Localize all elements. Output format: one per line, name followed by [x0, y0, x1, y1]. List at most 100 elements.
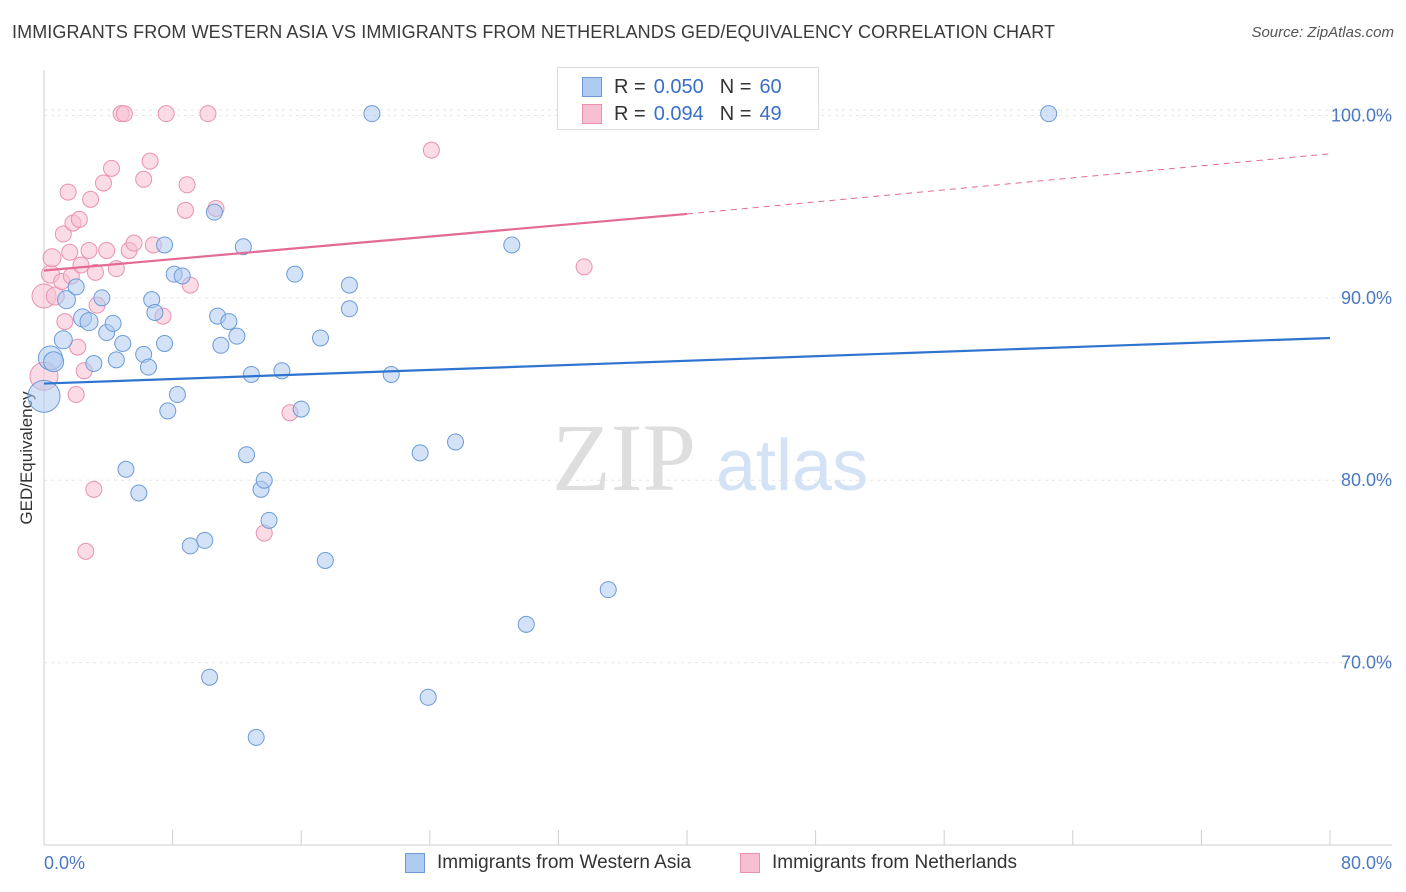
legend-label-western-asia: Immigrants from Western Asia: [437, 852, 692, 873]
data-point-netherlands: [178, 176, 196, 194]
data-point-netherlands: [103, 159, 121, 177]
data-point-netherlands: [176, 201, 194, 219]
trend-line-western-asia: [43, 336, 1331, 385]
data-point-netherlands: [67, 386, 85, 404]
data-point-netherlands: [199, 105, 217, 123]
data-point-netherlands: [72, 256, 90, 274]
data-point-western-asia: [212, 336, 230, 354]
legend-row-western-asia: R = 0.050 N = 60: [582, 74, 782, 100]
y-tick-labels: 70.0% 80.0% 90.0% 100.0%: [1331, 105, 1392, 672]
data-point-western-asia: [316, 551, 334, 569]
data-point-western-asia: [340, 300, 358, 318]
data-point-western-asia: [599, 581, 617, 599]
data-point-western-asia: [447, 433, 465, 451]
data-point-western-asia: [130, 484, 148, 502]
data-point-western-asia: [311, 329, 329, 347]
legend-n-value-pink: 49: [759, 102, 782, 125]
data-point-netherlands: [98, 241, 116, 259]
series-legend: Immigrants from Western Asia Immigrants …: [0, 852, 1406, 878]
data-point-western-asia: [85, 355, 103, 373]
data-point-western-asia: [27, 379, 61, 413]
source-label: Source: ZipAtlas.com: [1251, 24, 1394, 41]
watermark-atlas: atlas: [716, 426, 868, 506]
chart-title: IMMIGRANTS FROM WESTERN ASIA VS IMMIGRAN…: [12, 22, 1056, 42]
x-ticks: [43, 830, 1331, 845]
watermark-zip: ZIP: [552, 404, 696, 511]
data-point-western-asia: [242, 365, 260, 383]
data-point-western-asia: [1040, 105, 1058, 123]
data-point-western-asia: [93, 289, 111, 307]
data-point-western-asia: [517, 615, 535, 633]
data-point-western-asia: [173, 267, 191, 285]
trend-line-netherlands-extension: [686, 153, 1331, 215]
data-point-western-asia: [156, 334, 174, 352]
legend-item-netherlands[interactable]: Immigrants from Netherlands: [740, 852, 1017, 874]
data-point-western-asia: [228, 327, 246, 345]
data-point-netherlands: [135, 170, 153, 188]
data-point-western-asia: [363, 105, 381, 123]
legend-swatch-western-asia: [405, 853, 425, 873]
trend-line-netherlands: [43, 212, 688, 272]
series-western-asia-points: [27, 105, 1058, 746]
data-point-netherlands: [61, 243, 79, 261]
y-tick-label: 70.0%: [1341, 653, 1392, 673]
axes: [43, 70, 1392, 846]
data-point-netherlands: [141, 152, 159, 170]
data-point-western-asia: [67, 278, 85, 296]
legend-row-netherlands: R = 0.094 N = 49: [582, 101, 782, 127]
data-point-western-asia: [114, 334, 132, 352]
data-point-netherlands: [54, 225, 72, 243]
data-point-netherlands: [94, 174, 112, 192]
data-point-western-asia: [139, 358, 157, 376]
data-point-western-asia: [220, 313, 238, 331]
data-point-western-asia: [196, 531, 214, 549]
data-point-western-asia: [201, 668, 219, 686]
data-point-western-asia: [255, 471, 273, 489]
legend-r-value-pink: 0.094: [653, 102, 704, 125]
legend-n-value-blue: 60: [759, 75, 782, 98]
data-point-netherlands: [77, 542, 95, 560]
x-tick-label-min: 0.0%: [44, 853, 85, 873]
watermark: ZIP atlas: [552, 404, 868, 511]
data-point-western-asia: [503, 236, 521, 254]
data-point-western-asia: [238, 446, 256, 464]
data-point-netherlands: [85, 480, 103, 498]
data-point-netherlands: [86, 263, 104, 281]
data-point-netherlands: [70, 210, 88, 228]
data-point-western-asia: [107, 351, 125, 369]
data-point-netherlands: [125, 234, 143, 252]
legend-swatch-blue: [582, 77, 602, 97]
gridlines: [44, 109, 1392, 664]
trend-lines: [43, 153, 1331, 385]
y-tick-label: 100.0%: [1331, 105, 1392, 125]
data-point-netherlands: [59, 183, 77, 201]
data-point-western-asia: [146, 303, 164, 321]
data-point-western-asia: [181, 537, 199, 555]
data-point-western-asia: [260, 511, 278, 529]
data-point-netherlands: [82, 190, 100, 208]
data-point-netherlands: [69, 338, 87, 356]
data-point-western-asia: [79, 312, 99, 332]
data-point-western-asia: [57, 290, 77, 310]
data-point-western-asia: [292, 400, 310, 418]
data-point-netherlands: [115, 105, 133, 123]
data-point-western-asia: [117, 460, 135, 478]
data-point-netherlands: [42, 248, 62, 268]
data-point-western-asia: [104, 314, 122, 332]
data-point-western-asia: [340, 276, 358, 294]
data-point-western-asia: [156, 236, 174, 254]
correlation-legend: R = 0.050 N = 60 R = 0.094 N = 49: [557, 67, 819, 130]
legend-r-value-blue: 0.050: [653, 75, 704, 98]
data-point-western-asia: [247, 728, 265, 746]
data-point-netherlands: [56, 313, 74, 331]
x-tick-label-max: 80.0%: [1341, 853, 1392, 873]
data-point-netherlands: [422, 141, 440, 159]
y-tick-label: 90.0%: [1341, 288, 1392, 308]
data-point-western-asia: [159, 402, 177, 420]
data-point-western-asia: [234, 238, 252, 256]
data-point-netherlands: [575, 258, 593, 276]
legend-item-western-asia[interactable]: Immigrants from Western Asia: [405, 852, 691, 874]
y-axis-label: GED/Equivalency: [17, 391, 36, 525]
data-point-western-asia: [411, 444, 429, 462]
